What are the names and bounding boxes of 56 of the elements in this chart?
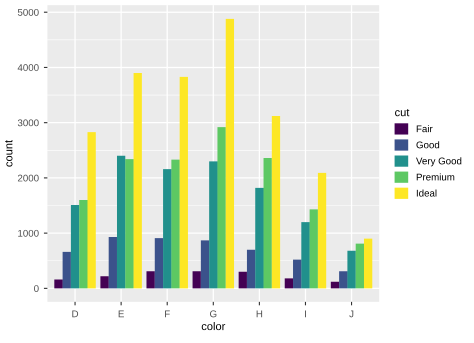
x-tick-label: I (305, 310, 306, 318)
x-tick-label: E (118, 310, 124, 318)
y-tick-label: 5000 (18, 8, 39, 16)
legend-title: cut (395, 108, 410, 116)
legend-label: Ideal (416, 189, 436, 197)
bar (87, 132, 96, 288)
x-tick-label: J (349, 310, 354, 318)
bar (100, 276, 109, 288)
bar (301, 222, 310, 288)
x-tick-label: H (256, 310, 262, 318)
bar (347, 250, 356, 288)
y-tick-label: 4000 (18, 64, 39, 72)
bar (356, 244, 364, 288)
x-tick-label: D (72, 310, 78, 318)
x-tick-label: G (210, 310, 216, 318)
y-axis-title: count (5, 140, 12, 167)
bar (79, 200, 88, 288)
bar (330, 282, 340, 288)
bar (339, 271, 348, 288)
bar (154, 238, 164, 288)
bar (272, 116, 280, 288)
bar (209, 161, 218, 288)
bar (293, 260, 302, 288)
bar (217, 127, 226, 288)
bar (62, 252, 71, 288)
bar (238, 272, 247, 288)
bar (364, 238, 372, 288)
bar (255, 188, 264, 288)
bar (264, 158, 272, 288)
bar (116, 156, 126, 288)
bar (318, 172, 326, 288)
bar (54, 280, 63, 288)
y-tick-label: 3000 (18, 119, 39, 126)
legend-label: Good (416, 141, 440, 148)
x-tick-label: F (165, 310, 170, 318)
bar (163, 169, 172, 288)
bar (284, 278, 294, 288)
legend-label: Fair (416, 125, 433, 132)
y-tick-label: 1000 (18, 230, 39, 237)
bar (200, 240, 210, 288)
y-tick-label: 2000 (18, 174, 39, 182)
bar (125, 159, 134, 288)
x-axis-title: color (202, 322, 226, 330)
bar (180, 76, 188, 288)
bar (310, 209, 318, 288)
bar (108, 237, 117, 288)
legend-label: Very Good (416, 157, 462, 166)
bar (246, 250, 256, 288)
bar (192, 271, 201, 288)
bar (226, 18, 234, 288)
bar (134, 72, 142, 288)
y-tick-label: 0 (34, 285, 39, 292)
bar (70, 204, 80, 288)
bar (171, 160, 180, 288)
legend-label: Premium (416, 173, 454, 181)
bar (146, 271, 155, 288)
